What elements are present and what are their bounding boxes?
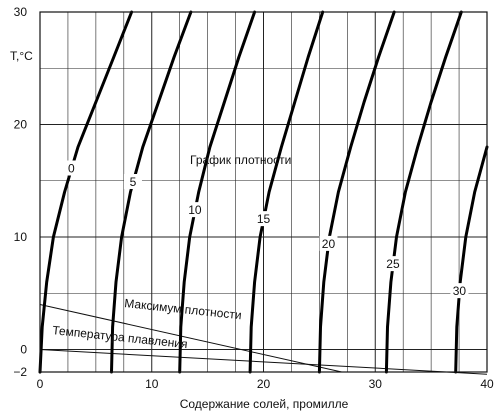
- plot-frame: [39, 11, 488, 373]
- reference-lines: [39, 304, 488, 375]
- y-tick-label: 0: [20, 343, 27, 357]
- density-curves: 0 5 10 15 20 25 30: [38, 10, 489, 374]
- density-curve: [384, 10, 463, 374]
- curve-label: 0: [68, 162, 75, 176]
- y-axis-title: T,°C: [10, 49, 33, 63]
- curve-label: 30: [453, 284, 467, 298]
- density-curve: [454, 145, 489, 374]
- curve-label: 15: [257, 212, 271, 226]
- curve-label: 10: [188, 203, 202, 217]
- x-axis-title: Содержание солей, промилле: [180, 397, 349, 411]
- y-tick-label: −2: [13, 365, 27, 379]
- x-tick-label: 30: [369, 377, 383, 391]
- curve-label: 5: [130, 175, 137, 189]
- density-curve: [178, 10, 257, 374]
- x-tick-label: 40: [480, 377, 494, 391]
- x-tick-label: 20: [257, 377, 271, 391]
- curve-label-gap: [254, 211, 273, 227]
- axes: 0 10 20 30 40 −2 0 10 20 30: [13, 5, 494, 391]
- reference-line: [39, 304, 342, 373]
- curve-label-gap: [450, 283, 469, 299]
- melting-temp-label: Температура плавления: [52, 323, 189, 351]
- curve-label-gap: [62, 160, 81, 176]
- density-family-label: График плотности: [190, 153, 291, 167]
- curve-label-gap: [123, 174, 142, 189]
- curve-label: 20: [322, 237, 336, 251]
- curve-label-gap: [319, 235, 338, 251]
- curve-label: 25: [386, 257, 400, 271]
- curve-label-gap: [383, 256, 402, 272]
- grid: [39, 11, 488, 373]
- curve-label-gap: [185, 202, 204, 218]
- x-tick-label: 0: [37, 377, 44, 391]
- x-tick-label: 10: [145, 377, 159, 391]
- density-curve: [248, 10, 325, 374]
- y-tick-label: 30: [14, 5, 28, 19]
- reference-line: [39, 349, 488, 375]
- y-tick-label: 20: [14, 118, 28, 132]
- density-curve: [317, 10, 396, 374]
- density-curve: [38, 10, 134, 374]
- density-curve: [110, 10, 193, 374]
- y-tick-label: 10: [14, 230, 28, 244]
